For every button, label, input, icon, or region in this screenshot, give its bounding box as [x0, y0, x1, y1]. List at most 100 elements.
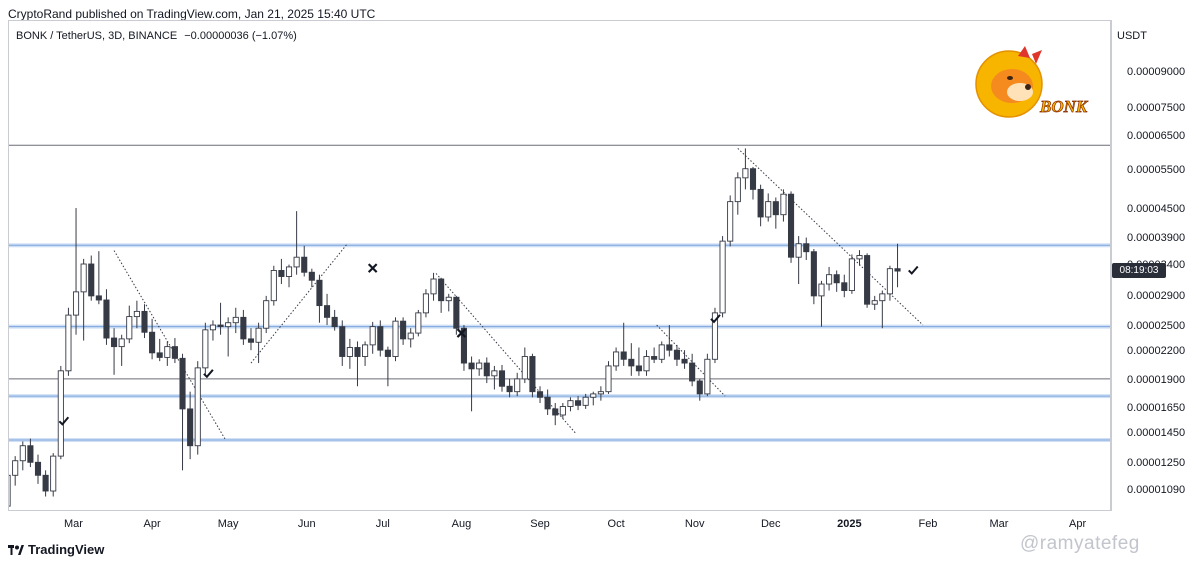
candle [552, 402, 559, 426]
candle [749, 166, 757, 200]
tradingview-logo[interactable]: TradingView [8, 542, 104, 557]
candle-body [240, 316, 247, 340]
candle-body [308, 271, 315, 281]
candle [187, 391, 194, 460]
candle-body [727, 201, 734, 242]
candle [643, 350, 650, 376]
candle-body [666, 344, 673, 351]
candle [301, 245, 308, 277]
candle [9, 474, 11, 507]
candle [293, 211, 300, 275]
candle [483, 357, 490, 384]
candle-body [749, 168, 757, 190]
candle-body [270, 270, 277, 302]
candle [894, 243, 901, 288]
candle [757, 184, 764, 227]
candle [316, 274, 323, 323]
candle-body [179, 357, 186, 410]
candle [787, 191, 795, 263]
candle [149, 318, 156, 360]
check-marker [203, 369, 214, 379]
x-tick-label: Mar [64, 518, 83, 530]
candle-body [400, 320, 407, 340]
x-tick-label: Sep [530, 518, 550, 530]
candle [833, 270, 840, 292]
candle-body [377, 326, 384, 351]
x-tick-label: Apr [143, 518, 161, 530]
candle-body [803, 243, 810, 253]
candle-body [34, 461, 42, 476]
candle [111, 328, 118, 375]
candle-body [818, 283, 825, 297]
candle-body [133, 310, 140, 318]
candle [80, 258, 87, 341]
candle-body [80, 263, 87, 293]
candle [506, 378, 513, 398]
y-tick-label: 0.00002200 [1127, 344, 1186, 357]
candle [438, 277, 445, 313]
candle-body [620, 351, 627, 360]
candle [841, 274, 848, 298]
candle [810, 249, 817, 305]
currency-label: USDT [1117, 30, 1147, 42]
candle [270, 265, 277, 306]
candle-body [141, 310, 148, 333]
price-axis[interactable] [1111, 20, 1192, 511]
candle-body [316, 279, 323, 307]
candle-body [263, 300, 270, 329]
candle-body [369, 326, 376, 346]
candle-body [194, 367, 201, 447]
candle-body [171, 346, 178, 359]
candle-body [50, 455, 57, 492]
candle-body [12, 460, 19, 476]
check-marker [58, 416, 70, 426]
candle-body [658, 344, 665, 360]
candle [590, 391, 597, 406]
check-marker [710, 314, 721, 324]
candle-body [476, 362, 483, 370]
candle [536, 386, 544, 403]
candle-body [438, 278, 445, 302]
candle [651, 347, 658, 364]
candle-body [552, 408, 559, 416]
candle [346, 338, 353, 369]
candle [156, 338, 163, 362]
candle-body [187, 408, 194, 447]
candle [460, 325, 468, 371]
candle-body [9, 474, 11, 507]
candle [232, 307, 239, 334]
candle-body [72, 291, 80, 316]
candle-body [118, 338, 125, 348]
candle [240, 309, 247, 345]
candle-body [445, 296, 452, 302]
candle-body [635, 365, 642, 372]
tradingview-icon [8, 544, 24, 555]
candle [544, 389, 551, 416]
candle [255, 322, 262, 364]
y-tick-label: 0.00001450 [1127, 427, 1186, 440]
candle-body [225, 322, 232, 328]
bonk-logo: BONK [975, 46, 1089, 118]
candle-body [65, 314, 72, 372]
candle [126, 305, 133, 344]
candle-body [491, 370, 498, 377]
candle-body [278, 270, 285, 277]
candle [711, 307, 719, 364]
symbol-legend: BONK / TetherUS, 3D, BINANCE −0.00000036… [16, 30, 297, 42]
candle-body [514, 378, 521, 393]
candle-body [42, 474, 49, 492]
y-tick-label: 0.00001250 [1127, 456, 1186, 469]
candle-body [826, 274, 833, 285]
candle-body [422, 293, 429, 314]
candle-body [597, 391, 604, 395]
candle [727, 195, 734, 247]
candle [848, 254, 855, 294]
y-tick-label: 0.00001650 [1127, 401, 1186, 414]
candle-body [575, 400, 582, 406]
candle [42, 470, 49, 497]
x-tick-label: Aug [451, 518, 472, 530]
candle [498, 364, 506, 392]
chart-plot-area[interactable] [8, 20, 1111, 511]
candle-body [848, 258, 855, 291]
